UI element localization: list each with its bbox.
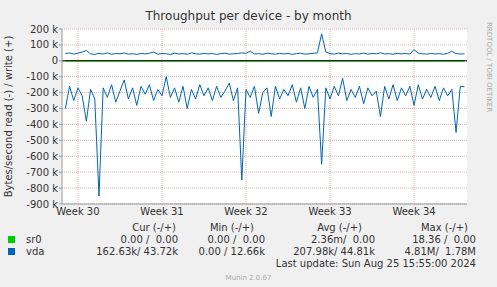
x-tick-label: Week 33	[308, 206, 351, 217]
grid-line	[62, 204, 467, 205]
legend-value: 4.81M/ 1.78M	[404, 246, 476, 257]
y-tick-label: 100 k	[30, 39, 58, 50]
grid-line	[62, 92, 467, 93]
legend-value: 162.63k/ 43.72k	[96, 246, 178, 257]
grid-line	[62, 108, 467, 109]
series-group	[65, 34, 464, 196]
x-tick-label: Week 32	[224, 206, 267, 217]
y-tick-label: -800 k	[26, 183, 58, 194]
grid-line	[414, 29, 415, 204]
zero-line	[62, 60, 467, 61]
grid-line	[62, 172, 467, 173]
y-tick-label: -700 k	[26, 167, 58, 178]
plot-area	[62, 29, 467, 204]
legend-header: Avg (-/+)	[317, 222, 362, 233]
grid-line	[330, 29, 331, 204]
y-axis-label: Bytes/second read (-) / write (+)	[3, 36, 14, 198]
legend-header: Cur (-/+)	[132, 222, 176, 233]
legend-header: Min (-/+)	[210, 222, 254, 233]
y-tick-label: 200 k	[30, 24, 58, 35]
legend-swatch	[8, 248, 15, 255]
grid-line	[62, 156, 467, 157]
x-axis	[62, 204, 467, 205]
y-tick-label: -600 k	[26, 151, 58, 162]
grid-line	[62, 76, 467, 77]
series-line	[65, 77, 464, 196]
legend-value: 0.00 / 0.00	[121, 234, 178, 245]
legend-swatch	[8, 236, 15, 243]
legend-value: 18.36 / 0.00	[412, 234, 476, 245]
y-tick-label: -500 k	[26, 135, 58, 146]
grid-line	[161, 29, 162, 204]
grid-line	[62, 188, 467, 189]
grid-line	[62, 140, 467, 141]
grid-line	[62, 60, 467, 61]
y-tick-label: -400 k	[26, 119, 58, 130]
watermark: RRDTOOL / TOBI OETIKER	[485, 22, 493, 112]
series-line	[65, 34, 464, 55]
x-tick-label: Week 31	[140, 206, 183, 217]
legend-value: 207.98k/ 44.81k	[293, 246, 375, 257]
title: Throughput per device - by month	[144, 9, 351, 23]
grid-line	[246, 29, 247, 204]
grid-line	[62, 29, 467, 30]
legend-value: 0.00 / 12.66k	[199, 246, 266, 257]
legend-value: 2.36m/ 0.00	[311, 234, 375, 245]
grid-line	[62, 44, 467, 45]
legend-label: sr0	[26, 234, 42, 245]
x-tick-label: Week 34	[392, 206, 435, 217]
legend-label: vda	[26, 246, 44, 257]
legend-header: Max (-/+)	[421, 222, 468, 233]
y-tick-label: -300 k	[26, 103, 58, 114]
y-tick-label: 0	[52, 55, 58, 66]
legend-value: 0.00 / 0.00	[208, 234, 265, 245]
y-tick-label: -900 k	[26, 199, 58, 210]
y-tick-label: -100 k	[26, 71, 58, 82]
footer: Munin 2.0.67	[226, 274, 272, 282]
grid-line	[77, 29, 78, 204]
background	[0, 0, 497, 287]
grid-line	[62, 124, 467, 125]
last-update: Last update: Sun Aug 25 15:55:00 2024	[276, 258, 476, 269]
chart: Throughput per device - by month 200 k 100…	[0, 0, 497, 287]
x-tick-label: Week 30	[56, 206, 99, 217]
y-axis	[62, 29, 63, 204]
y-tick-label: -200 k	[26, 87, 58, 98]
